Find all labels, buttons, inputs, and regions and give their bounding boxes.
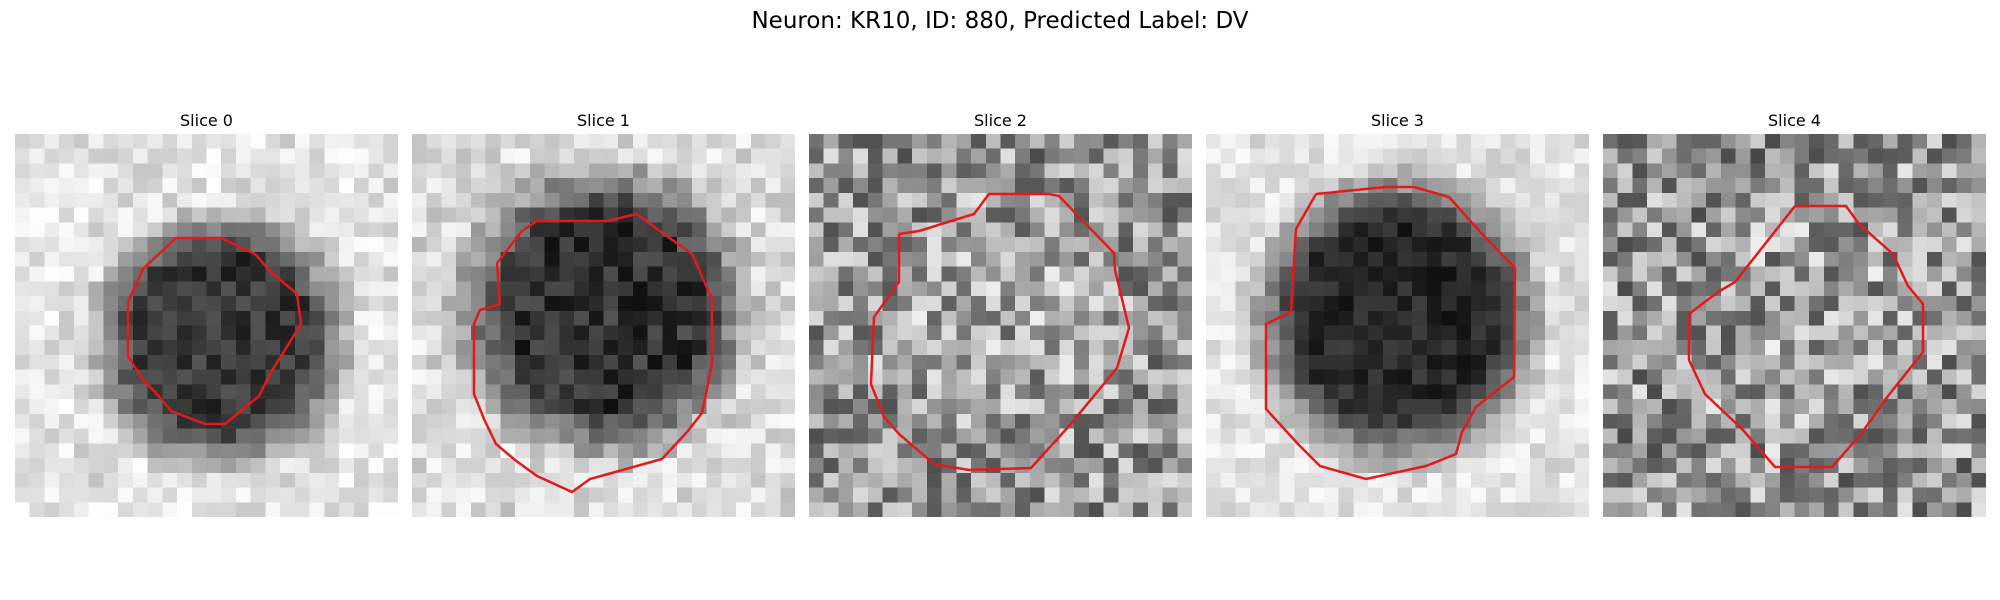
slice-title: Slice 0: [180, 111, 233, 130]
slice-image: [15, 134, 398, 517]
cell-contour: [1687, 204, 1925, 469]
cell-contour: [869, 192, 1131, 472]
slice-title: Slice 1: [577, 111, 630, 130]
slice-panel-2: Slice 2: [809, 110, 1192, 517]
cell-contour: [1264, 185, 1517, 481]
slice-image: [1206, 134, 1589, 517]
cell-contour: [472, 212, 714, 494]
slice-panel-3: Slice 3: [1206, 110, 1589, 517]
figure-title: Neuron: KR10, ID: 880, Predicted Label: …: [751, 8, 1249, 34]
slice-title: Slice 2: [974, 111, 1027, 130]
slice-panel-0: Slice 0: [15, 110, 398, 517]
slice-title: Slice 4: [1768, 111, 1821, 130]
slice-image: [1603, 134, 1986, 517]
slice-image: [412, 134, 795, 517]
cell-contour: [126, 236, 303, 426]
slice-title: Slice 3: [1371, 111, 1424, 130]
grayscale-image: [15, 134, 398, 517]
grayscale-image: [412, 134, 795, 517]
slice-image: [809, 134, 1192, 517]
grayscale-image: [1206, 134, 1589, 517]
slice-panel-4: Slice 4: [1603, 110, 1986, 517]
slice-panel-1: Slice 1: [412, 110, 795, 517]
